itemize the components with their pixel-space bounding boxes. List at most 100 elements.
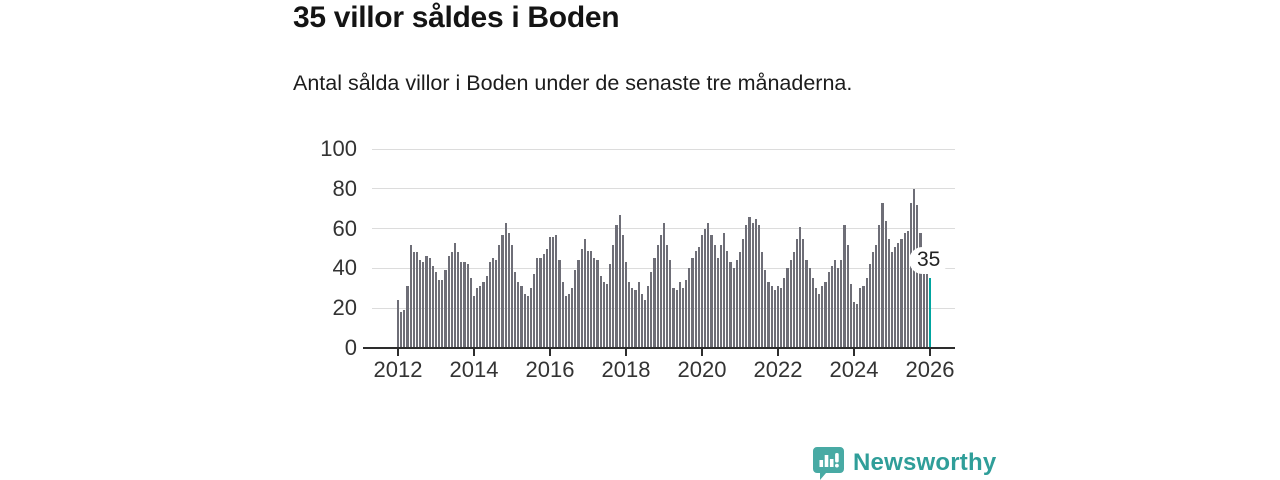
bar: [729, 262, 732, 348]
bar: [723, 232, 726, 348]
bar: [482, 282, 485, 348]
bar-chart: 0 20 40 60 80 100 2012 2014 2016 2018 2020 2022 202…: [320, 136, 955, 382]
x-axis-tick: [777, 349, 779, 356]
bar: [856, 304, 859, 348]
bar: [846, 244, 849, 348]
bar: [643, 300, 647, 348]
bar: [792, 252, 795, 348]
bar: [605, 284, 609, 348]
bar: [548, 236, 552, 348]
bar: [818, 294, 821, 348]
bar: [637, 282, 640, 348]
chart-subtitle: Antal sålda villor i Boden under de sena…: [293, 71, 853, 95]
bar: [881, 202, 884, 348]
bar: [900, 238, 903, 348]
newsworthy-logo-icon: [813, 447, 844, 480]
bar: [618, 214, 621, 348]
bar: [447, 256, 450, 348]
bar: [555, 234, 558, 348]
bar: [795, 238, 799, 348]
bar: [827, 272, 830, 348]
bar: [653, 258, 656, 348]
bar: [485, 276, 488, 348]
bar: [523, 294, 526, 348]
bar: [495, 260, 498, 348]
bar: [526, 296, 529, 348]
bar: [409, 244, 412, 348]
plot-area: [372, 148, 955, 348]
gridline: [372, 188, 955, 190]
bar-latest: [928, 278, 932, 348]
bar: [615, 224, 618, 348]
bar: [890, 252, 894, 348]
bar: [567, 294, 571, 348]
bar: [580, 248, 583, 348]
x-axis-line: [363, 346, 955, 349]
bar: [770, 286, 773, 348]
page-title: 35 villor såldes i Boden: [293, 1, 620, 34]
bar: [561, 282, 564, 348]
bar: [444, 270, 447, 348]
bar: [514, 272, 517, 348]
bar: [871, 252, 875, 348]
y-tick-label: 20: [332, 295, 357, 321]
bar: [894, 246, 897, 348]
bar: [675, 290, 678, 348]
bar: [783, 278, 786, 348]
bar: [830, 266, 833, 348]
bar: [542, 254, 545, 348]
bar: [463, 262, 466, 348]
bar: [466, 264, 469, 348]
bar: [716, 258, 719, 348]
y-tick-label: 60: [332, 215, 357, 241]
bar: [672, 288, 675, 348]
x-axis-tick: [853, 349, 855, 356]
bar: [602, 282, 605, 348]
bar: [786, 268, 789, 348]
bar: [742, 238, 745, 348]
bar: [472, 296, 476, 348]
bar: [624, 262, 628, 348]
bar: [859, 288, 862, 348]
bar: [662, 222, 666, 348]
bar: [599, 276, 602, 348]
bar: [590, 250, 593, 348]
latest-value-label: 35: [909, 247, 949, 275]
bar: [476, 288, 479, 348]
y-tick-label: 0: [344, 335, 357, 360]
bar: [571, 288, 574, 348]
bar: [789, 260, 792, 348]
bar: [498, 244, 501, 348]
bar: [460, 262, 463, 348]
bar: [922, 258, 925, 348]
y-tick-label: 80: [332, 175, 357, 201]
bar: [396, 300, 400, 348]
bar: [805, 260, 808, 348]
bar: [897, 242, 900, 348]
bar: [751, 222, 754, 348]
bar: [539, 258, 542, 348]
x-tick-label: 2014: [449, 357, 499, 382]
bar: [691, 258, 694, 348]
bar: [761, 252, 764, 348]
bar: [545, 248, 548, 348]
bar: [681, 288, 685, 348]
bar: [811, 278, 814, 348]
bar: [688, 268, 691, 348]
bar: [520, 286, 523, 348]
newsworthy-brand-text: Newsworthy: [853, 449, 997, 476]
bar: [700, 234, 704, 348]
bar: [757, 224, 761, 348]
y-tick-label: 100: [320, 136, 357, 161]
bar: [852, 302, 856, 348]
bar: [808, 268, 811, 348]
x-axis-tick: [625, 349, 627, 356]
bar: [884, 220, 887, 348]
bar: [425, 256, 428, 348]
bar: [533, 274, 536, 348]
bar: [919, 232, 922, 348]
bar: [574, 270, 577, 348]
x-axis-tick: [929, 349, 931, 356]
gridline: [372, 148, 955, 150]
